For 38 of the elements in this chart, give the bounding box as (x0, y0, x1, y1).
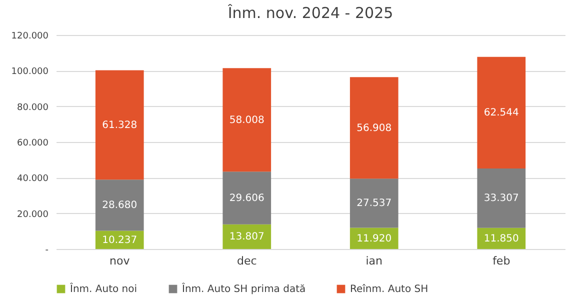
y-tick-label: 100.000 (11, 67, 49, 78)
x-tick-label: dec (236, 254, 257, 268)
x-tick-label: feb (492, 254, 510, 268)
bar (222, 68, 272, 172)
data-label: 61.328 (102, 120, 138, 131)
data-label: 33.307 (484, 193, 519, 204)
data-label: 62.544 (484, 108, 519, 119)
y-tick-label: 80.000 (17, 102, 49, 113)
bar (350, 228, 398, 249)
bar (95, 180, 144, 231)
bar (95, 230, 144, 249)
y-tick-label: 40.000 (17, 174, 49, 184)
bar (350, 178, 398, 228)
x-tick-label: nov (110, 254, 130, 268)
data-label: 29.606 (229, 192, 264, 204)
chart-title: Înm. nov. 2024 - 2025 (226, 4, 394, 22)
data-label: 28.680 (102, 200, 138, 212)
data-label: 11.850 (484, 233, 519, 244)
data-label: 27.537 (356, 198, 392, 210)
legend-label: Reînm. Auto SH (350, 284, 428, 295)
y-tick-label: - (45, 246, 48, 256)
y-tick-label: 20.000 (17, 210, 49, 220)
bar (350, 77, 398, 179)
bar (222, 172, 272, 224)
y-tick-label: 60.000 (17, 138, 49, 148)
data-label: 13.807 (229, 232, 264, 243)
bar (477, 56, 526, 168)
bar (95, 70, 144, 180)
data-label: 58.008 (229, 114, 264, 126)
data-label: 10.237 (102, 234, 138, 246)
x-tick-label: ian (366, 254, 383, 268)
bar (477, 168, 526, 228)
y-tick-label: 120.000 (11, 32, 49, 42)
legend-label: Înm. Auto noi (70, 282, 138, 295)
legend-label: Înm. Auto SH prima dată (182, 282, 306, 295)
data-label: 56.908 (356, 122, 392, 134)
data-label: 11.920 (356, 233, 392, 244)
bar (222, 224, 272, 249)
